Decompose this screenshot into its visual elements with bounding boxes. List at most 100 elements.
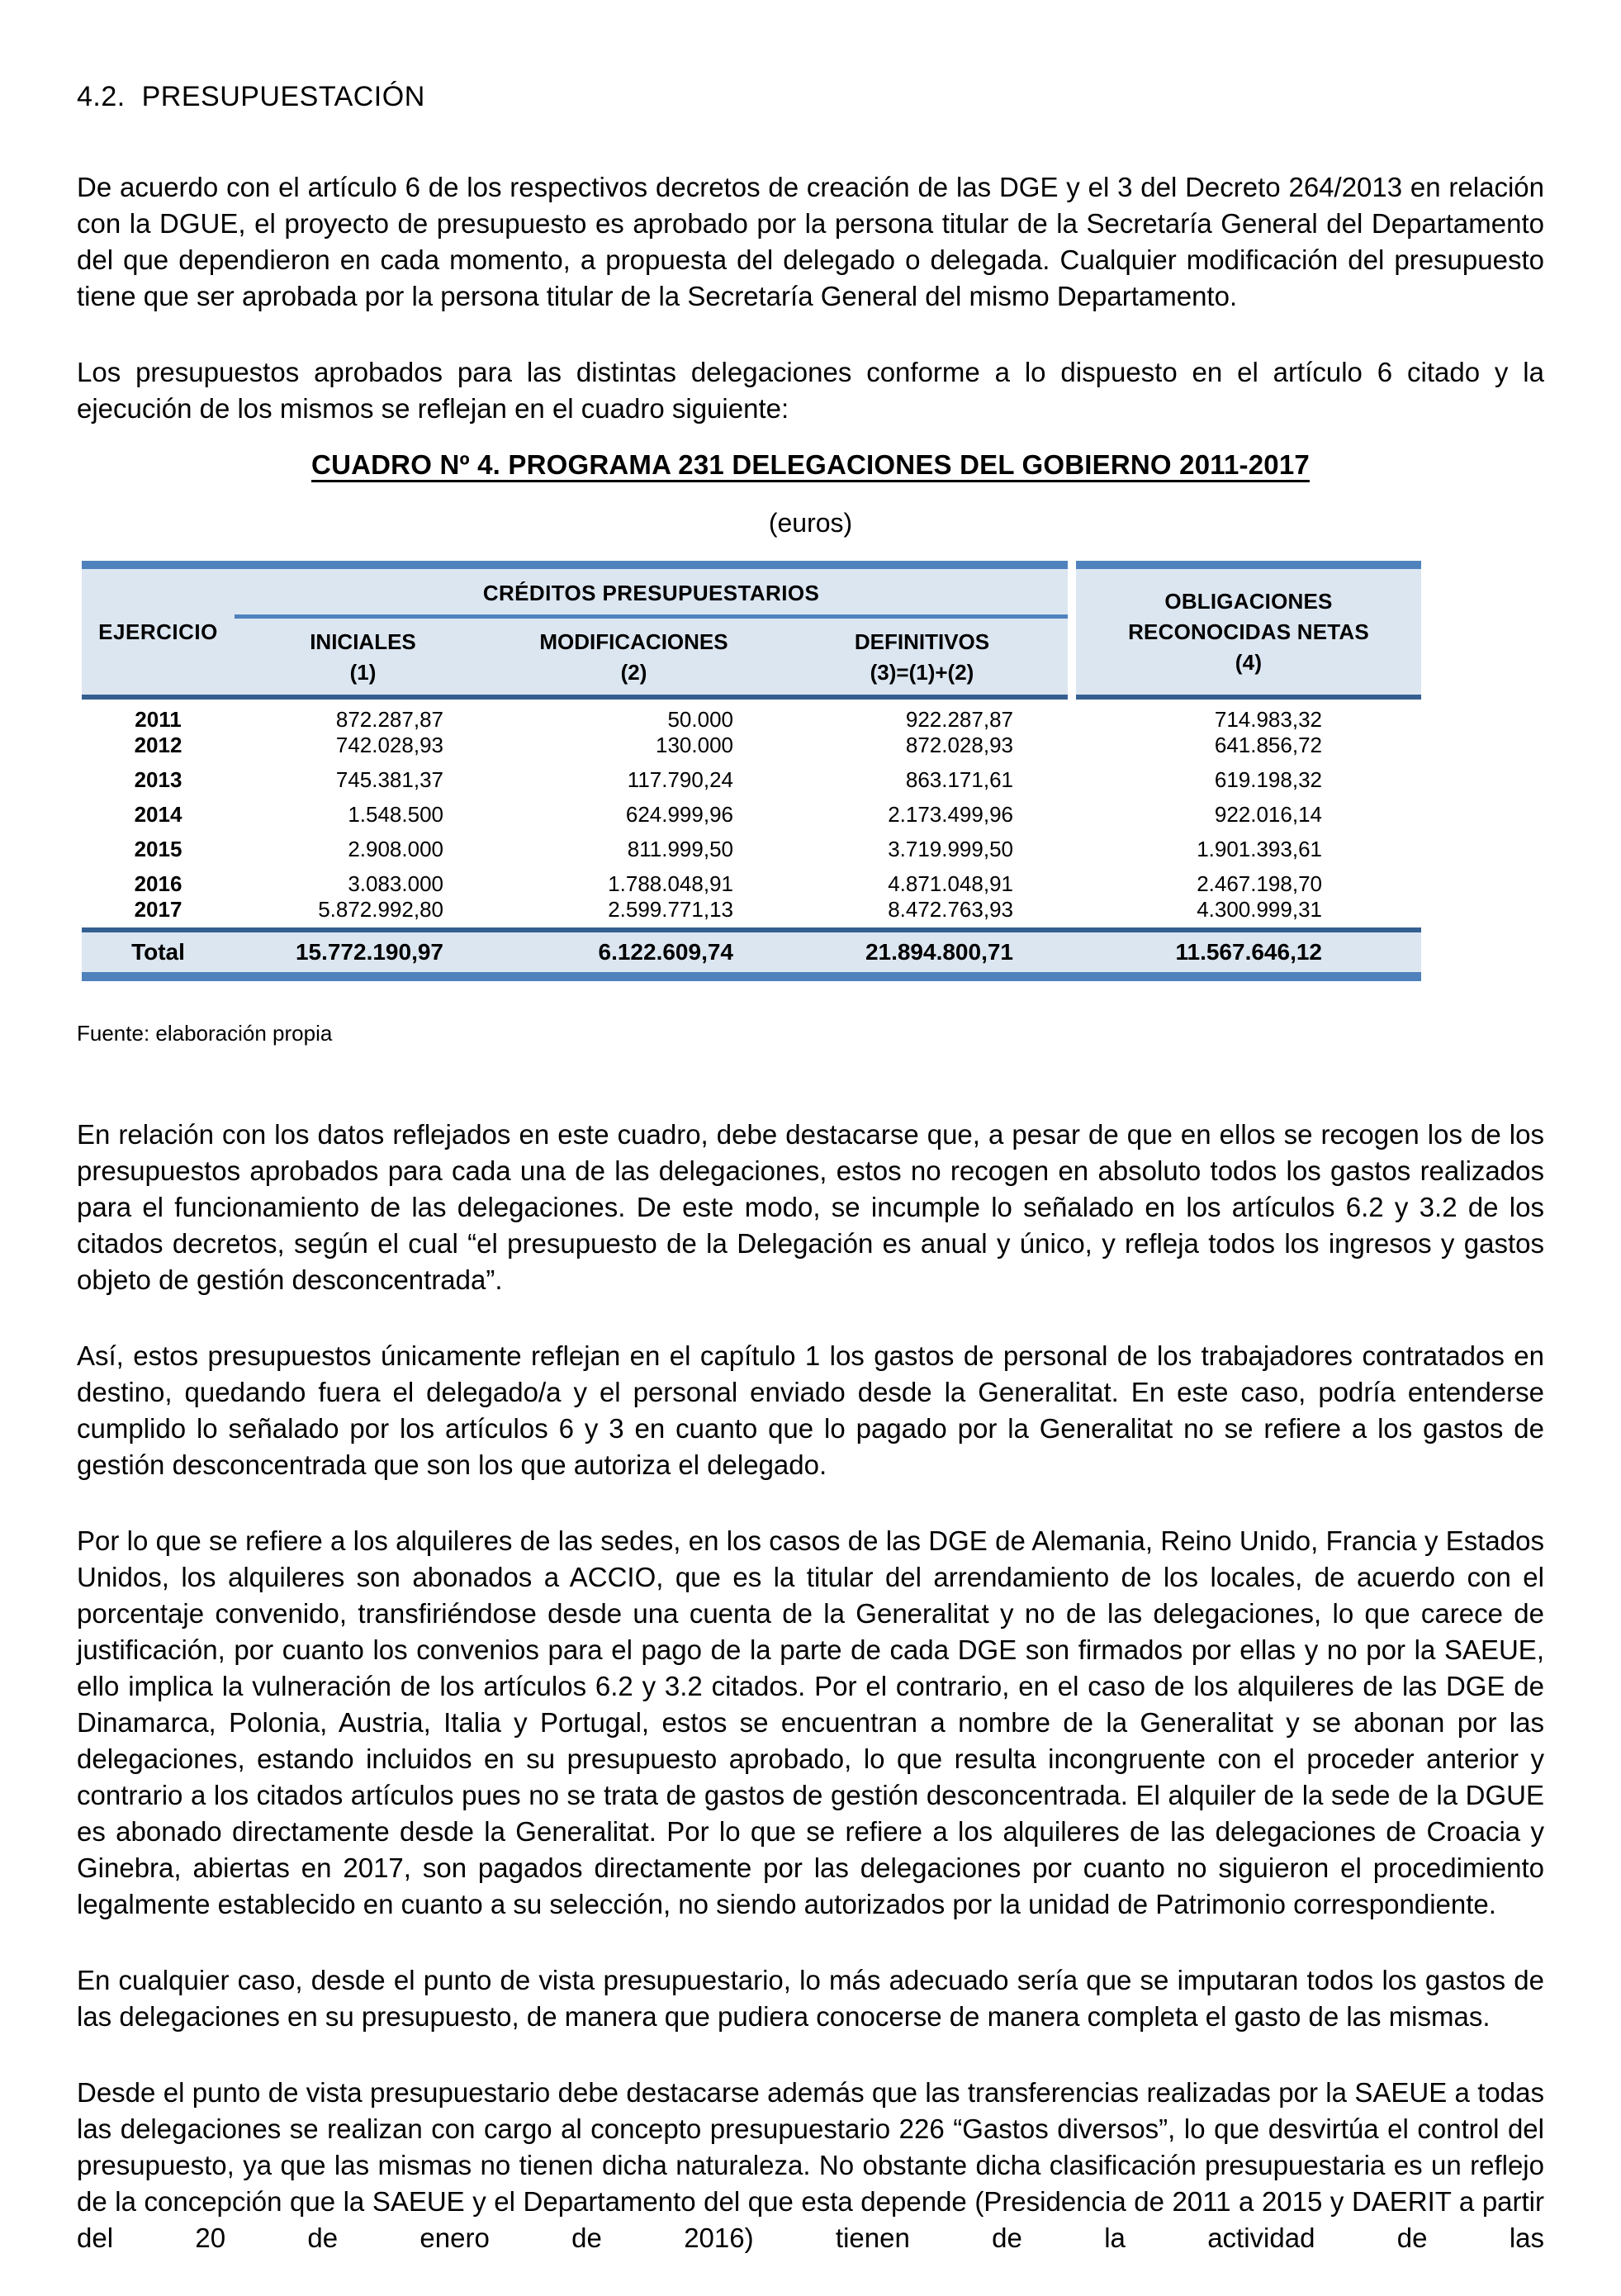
header-bottom-line-left xyxy=(82,695,1068,700)
row-gap xyxy=(1068,897,1076,923)
paragraph-transferencias: Desde el punto de vista presupuestario d… xyxy=(77,2077,1544,2253)
row-gap xyxy=(1068,733,1076,758)
table-unit-label: (euros) xyxy=(768,508,853,538)
document-page: 4.2. PRESUPUESTACIÓN De acuerdo con el a… xyxy=(77,78,1544,2296)
year-cell: 2017 xyxy=(134,897,182,922)
modificaciones-cell: 2.599.771,13 xyxy=(608,897,733,922)
obligaciones-cell: 641.856,72 xyxy=(1214,733,1322,757)
modificaciones-cell: 624.999,96 xyxy=(625,802,733,827)
total-definitivos: 21.894.800,71 xyxy=(865,939,1013,965)
iniciales-cell: 5.872.992,80 xyxy=(318,897,443,922)
total-iniciales: 15.772.190,97 xyxy=(295,939,443,965)
header-iniciales-line2: (1) xyxy=(349,660,377,685)
obligaciones-cell: 2.467.198,70 xyxy=(1197,871,1322,896)
total-row: Total 15.772.190,97 6.122.609,74 21.894.… xyxy=(82,932,1421,972)
definitivos-cell: 3.719.999,50 xyxy=(888,837,1013,861)
paragraph-asi-presupuestos: Así, estos presupuestos únicamente refle… xyxy=(77,1340,1544,1480)
table-row: 2017 5.872.992,80 2.599.771,13 8.472.763,93… xyxy=(82,897,1421,923)
year-cell: 2012 xyxy=(134,733,182,757)
top-bar-right-segment xyxy=(1076,561,1421,569)
table-title: CUADRO Nº 4. PROGRAMA 231 DELEGACIONES D… xyxy=(311,449,1310,480)
header-obligaciones-line3: (4) xyxy=(1235,649,1263,675)
total-top-line xyxy=(82,927,1421,932)
obligaciones-cell: 922.016,14 xyxy=(1214,802,1322,827)
modificaciones-cell: 1.788.048,91 xyxy=(608,871,733,896)
header-subcolumns: INICIALES (1) MODIFICACIONES (2) DEFINIT… xyxy=(235,627,1068,695)
header-definitivos: DEFINITIVOS (3)=(1)+(2) xyxy=(776,627,1068,695)
total-label: Total xyxy=(131,939,185,965)
header-iniciales: INICIALES (1) xyxy=(235,627,491,695)
row-gap xyxy=(1068,802,1076,828)
header-bottom-line-gap xyxy=(1068,695,1076,700)
header-ejercicio: EJERCICIO xyxy=(82,569,235,695)
header-creditos-underline xyxy=(235,614,1068,619)
iniciales-cell: 2.908.000 xyxy=(348,837,443,861)
row-gap xyxy=(1068,871,1076,897)
modificaciones-cell: 811.999,50 xyxy=(627,837,733,861)
paragraph-en-relacion: En relación con los datos reflejados en … xyxy=(77,1119,1544,1295)
header-obligaciones: OBLIGACIONES RECONOCIDAS NETAS (4) xyxy=(1076,569,1421,695)
table-block: CUADRO Nº 4. PROGRAMA 231 DELEGACIONES D… xyxy=(77,447,1544,981)
header-modificaciones-line2: (2) xyxy=(620,660,647,685)
header-definitivos-line1: DEFINITIVOS xyxy=(854,629,990,654)
year-cell: 2013 xyxy=(134,767,182,792)
definitivos-cell: 922.287,87 xyxy=(905,707,1013,732)
source-note: Fuente: elaboración propia xyxy=(77,1021,333,1046)
section-heading: 4.2. PRESUPUESTACIÓN xyxy=(77,81,425,112)
definitivos-cell: 8.472.763,93 xyxy=(888,897,1013,922)
iniciales-cell: 1.548.500 xyxy=(348,802,443,827)
row-gap xyxy=(1068,837,1076,862)
paragraph-en-cualquier-caso: En cualquier caso, desde el punto de vis… xyxy=(77,1965,1544,2032)
paragraph-decreto: De acuerdo con el artículo 6 de los resp… xyxy=(77,172,1544,311)
header-definitivos-line2: (3)=(1)+(2) xyxy=(870,660,974,685)
definitivos-cell: 2.173.499,96 xyxy=(888,802,1013,827)
table-row: 2016 3.083.000 1.788.048,91 4.871.048,91 2.4… xyxy=(82,862,1421,897)
header-iniciales-line1: INICIALES xyxy=(310,629,416,654)
obligaciones-cell: 619.198,32 xyxy=(1214,767,1322,792)
row-gap xyxy=(1068,767,1076,793)
header-modificaciones-line1: MODIFICACIONES xyxy=(539,629,728,654)
table-top-bar xyxy=(82,561,1421,569)
table-header: EJERCICIO CRÉDITOS PRESUPUESTARIOS INICI… xyxy=(82,569,1421,695)
header-bottom-line-right xyxy=(1076,695,1421,700)
obligaciones-cell: 4.300.999,31 xyxy=(1197,897,1322,922)
header-obligaciones-line2: RECONOCIDAS NETAS xyxy=(1128,619,1369,644)
table-row: 2015 2.908.000 811.999,50 3.719.999,50 1.901… xyxy=(82,828,1421,862)
modificaciones-cell: 130.000 xyxy=(656,733,733,757)
paragraph-presupuestos-aprobados: Los presupuestos aprobados para las dist… xyxy=(77,357,1544,424)
header-modificaciones: MODIFICACIONES (2) xyxy=(491,627,776,695)
definitivos-cell: 863.171,61 xyxy=(905,767,1013,792)
total-modificaciones: 6.122.609,74 xyxy=(598,939,734,965)
year-cell: 2014 xyxy=(134,802,182,827)
header-obligaciones-line1: OBLIGACIONES xyxy=(1164,588,1333,614)
table-row: 2012 742.028,93 130.000 872.028,93 641.856,7… xyxy=(82,733,1421,758)
table-bottom-bar xyxy=(82,972,1421,981)
header-bottom-line xyxy=(82,695,1421,700)
table-row: 2011 872.287,87 50.000 922.287,87 714.983,32 xyxy=(82,700,1421,733)
iniciales-cell: 742.028,93 xyxy=(335,733,443,757)
header-creditos-label: CRÉDITOS PRESUPUESTARIOS xyxy=(482,581,820,605)
budget-table: EJERCICIO CRÉDITOS PRESUPUESTARIOS INICI… xyxy=(82,561,1421,981)
iniciales-cell: 3.083.000 xyxy=(348,871,443,896)
year-cell: 2015 xyxy=(134,837,182,861)
paragraph-alquileres: Por lo que se refiere a los alquileres d… xyxy=(77,1525,1544,1919)
modificaciones-cell: 50.000 xyxy=(667,707,733,732)
table-row: 2014 1.548.500 624.999,96 2.173.499,96 922.0… xyxy=(82,793,1421,828)
iniciales-cell: 745.381,37 xyxy=(335,767,443,792)
year-cell: 2011 xyxy=(135,707,182,732)
header-column-gap xyxy=(1068,569,1076,695)
iniciales-cell: 872.287,87 xyxy=(335,707,443,732)
definitivos-cell: 4.871.048,91 xyxy=(888,871,1013,896)
total-obligaciones: 11.567.646,12 xyxy=(1175,939,1322,965)
top-bar-left-segment xyxy=(82,561,1068,569)
year-cell: 2016 xyxy=(134,871,182,896)
table-body: 2011 872.287,87 50.000 922.287,87 714.983,32… xyxy=(82,700,1421,927)
obligaciones-cell: 714.983,32 xyxy=(1214,707,1322,732)
table-row: 2013 745.381,37 117.790,24 863.171,61 619.19… xyxy=(82,758,1421,793)
row-gap xyxy=(1068,707,1076,733)
obligaciones-cell: 1.901.393,61 xyxy=(1197,837,1322,861)
top-bar-gap xyxy=(1068,561,1076,569)
header-creditos-group: CRÉDITOS PRESUPUESTARIOS INICIALES (1) M… xyxy=(235,569,1068,695)
modificaciones-cell: 117.790,24 xyxy=(627,767,733,792)
definitivos-cell: 872.028,93 xyxy=(905,733,1013,757)
